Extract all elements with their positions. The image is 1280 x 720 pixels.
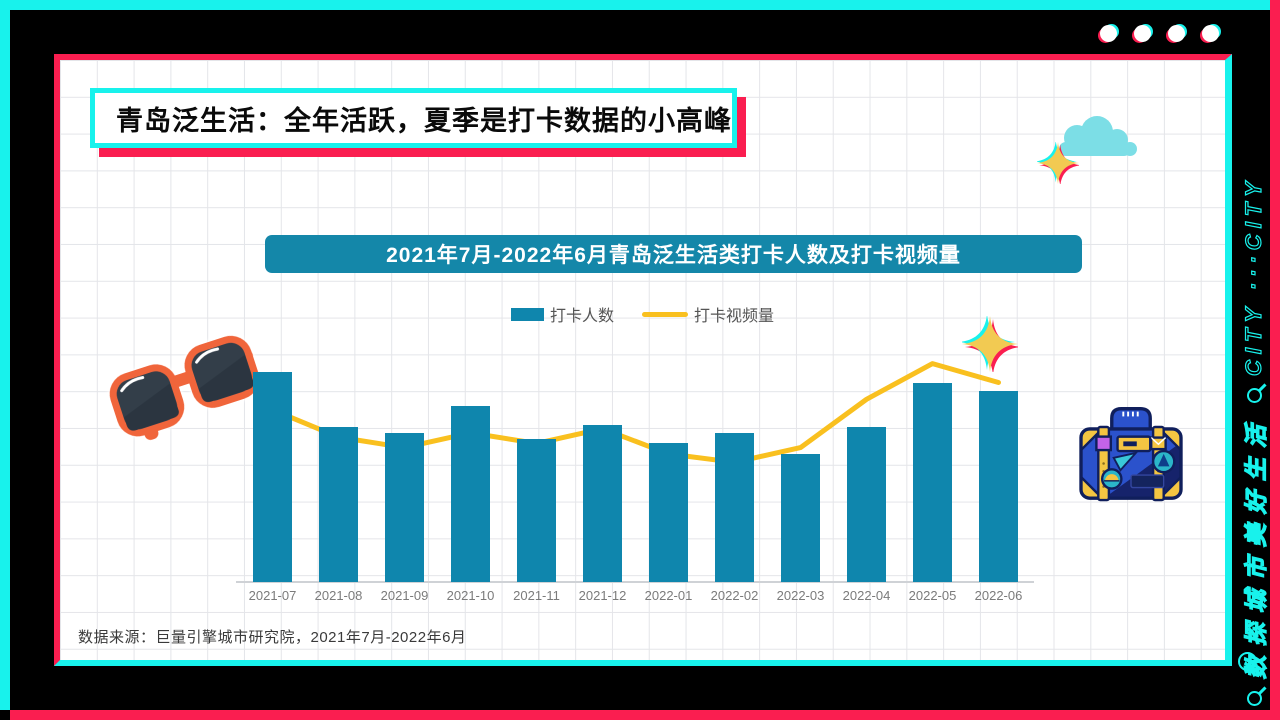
tagline-cn: 数探城市美好生活 (1242, 414, 1269, 679)
sparkle-icon (1037, 142, 1079, 184)
bar-2022-02 (715, 432, 754, 582)
legend-item-line: 打卡视频量 (642, 302, 774, 326)
frame-edge-bottom (10, 710, 1280, 720)
chart-legend: 打卡人数 打卡视频量 (60, 302, 1225, 326)
bar-2021-10 (451, 405, 490, 582)
x-axis-label: 2021-09 (380, 588, 429, 603)
frame-edge-top (0, 0, 1270, 10)
sunglasses-icon (109, 335, 260, 440)
bar-2021-11 (517, 439, 556, 582)
window-dot (1168, 25, 1185, 42)
bar-2022-05 (913, 382, 952, 582)
bar-2021-12 (583, 424, 622, 582)
page-title-text: 青岛泛生活：全年活跃，夏季是打卡数据的小高峰 (116, 105, 732, 136)
chart-title-text: 2021年7月-2022年6月青岛泛生活类打卡人数及打卡视频量 (386, 244, 961, 267)
bar-2022-04 (847, 426, 886, 582)
data-source-note: 数据来源：巨量引擎城市研究院，2021年7月-2022年6月 (78, 629, 467, 646)
frame-edge-right (1270, 0, 1280, 720)
bar-2021-09 (385, 432, 424, 582)
sidebar-vertical-tagline: 数探城市美好生活 CITY ···CITY (1237, 175, 1271, 706)
bar-2022-03 (781, 453, 820, 582)
x-axis-label: 2021-08 (314, 588, 363, 603)
window-dots (1100, 25, 1219, 42)
x-axis-label: 2022-01 (644, 588, 693, 603)
bar-2022-01 (649, 443, 688, 582)
cloud-icon (1059, 116, 1137, 156)
x-axis-label: 2021-11 (513, 588, 560, 603)
x-axis-line (236, 581, 1034, 583)
bar-2022-06 (979, 390, 1018, 582)
legend-item-bar: 打卡人数 (510, 302, 614, 326)
bar-swatch-icon (510, 307, 544, 321)
chart-title-banner: 2021年7月-2022年6月青岛泛生活类打卡人数及打卡视频量 (265, 235, 1082, 273)
x-axis-label: 2022-06 (974, 588, 1023, 603)
page-title: 青岛泛生活：全年活跃，夏季是打卡数据的小高峰 (90, 88, 737, 148)
window-dot (1202, 25, 1219, 42)
content-area: 青岛泛生活：全年活跃，夏季是打卡数据的小高峰 (54, 54, 1232, 666)
x-axis-label: 2021-07 (248, 588, 297, 603)
suitcase-icon (1079, 407, 1183, 502)
magnifier-icon (1238, 652, 1257, 671)
x-axis-label: 2022-05 (908, 588, 957, 603)
chart-plot: 2021-07 2021-08 2021-09 2021-10 2021-11 2021-… (236, 337, 1034, 603)
bar-2021-07 (253, 372, 292, 582)
x-axis-label: 2022-02 (710, 588, 759, 603)
line-swatch-icon (642, 311, 688, 317)
sparkle-icon (962, 316, 1018, 372)
window-dot (1100, 25, 1117, 42)
line-series (270, 361, 1001, 465)
bar-2021-08 (319, 426, 358, 582)
window-dot (1134, 25, 1151, 42)
magnifier-icon (1246, 388, 1262, 403)
x-axis-label: 2021-10 (446, 588, 495, 603)
tagline-en: CITY ···CITY (1240, 175, 1266, 376)
legend-label: 打卡人数 (549, 308, 614, 325)
legend-label: 打卡视频量 (694, 308, 775, 325)
frame-edge-left (0, 10, 10, 710)
magnifier-icon (1246, 691, 1262, 706)
x-axis-label: 2021-12 (578, 588, 627, 603)
x-axis-label: 2022-03 (776, 588, 825, 603)
x-axis-label: 2022-04 (842, 588, 891, 603)
